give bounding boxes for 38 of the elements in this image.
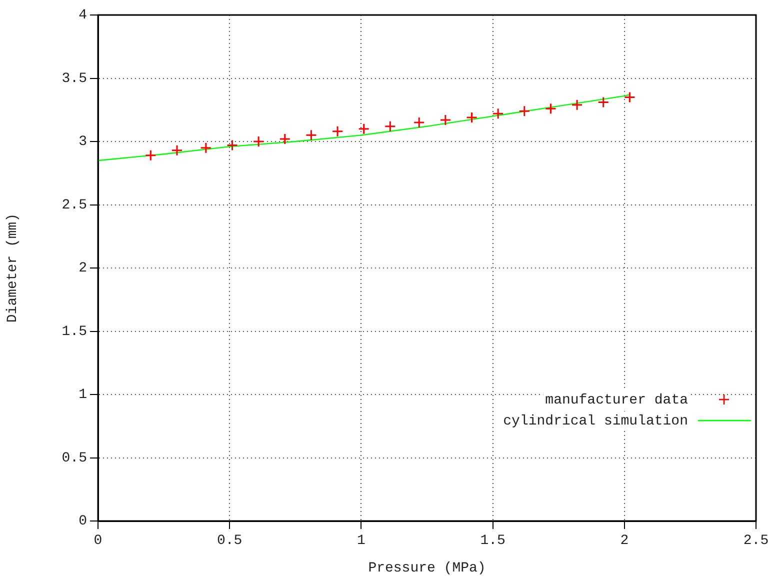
point [413,116,425,128]
point [279,133,291,145]
point [171,144,183,156]
legend-label: manufacturer data [545,392,688,408]
point [226,140,238,152]
x-tick-label: 1.5 [480,533,506,550]
point [518,105,530,117]
y-tick-label: 2 [78,260,87,277]
point [544,102,556,114]
x-tick-label: 2.5 [743,533,769,550]
legend-label: cylindrical simulation [503,413,688,430]
point [384,120,396,132]
point [358,123,370,135]
y-axis-title: Diameter (mm) [5,213,22,323]
point [332,126,344,138]
point [440,114,452,126]
point [305,129,317,141]
x-tick-label: 0.5 [216,533,242,550]
point [571,99,583,111]
point [200,142,212,154]
y-tick-label: 1 [78,387,87,404]
y-tick-label: 1.5 [62,324,87,340]
x-tick-label: 0 [94,533,102,550]
x-tick-label: 2 [620,533,629,550]
y-tick-label: 0 [78,514,87,530]
y-tick-label: 2.5 [62,197,87,214]
y-tick-label: 3 [78,134,87,150]
point [492,108,504,120]
point [598,96,610,108]
y-tick-label: 0.5 [62,450,87,466]
x-axis-title: Pressure (MPa) [368,560,486,576]
point [466,112,478,124]
point [144,150,156,162]
x-tick-label: 1 [356,533,366,550]
point [624,91,636,103]
y-tick-label: 3.5 [62,70,87,87]
point [252,136,264,148]
y-tick-label: 4 [78,8,87,24]
